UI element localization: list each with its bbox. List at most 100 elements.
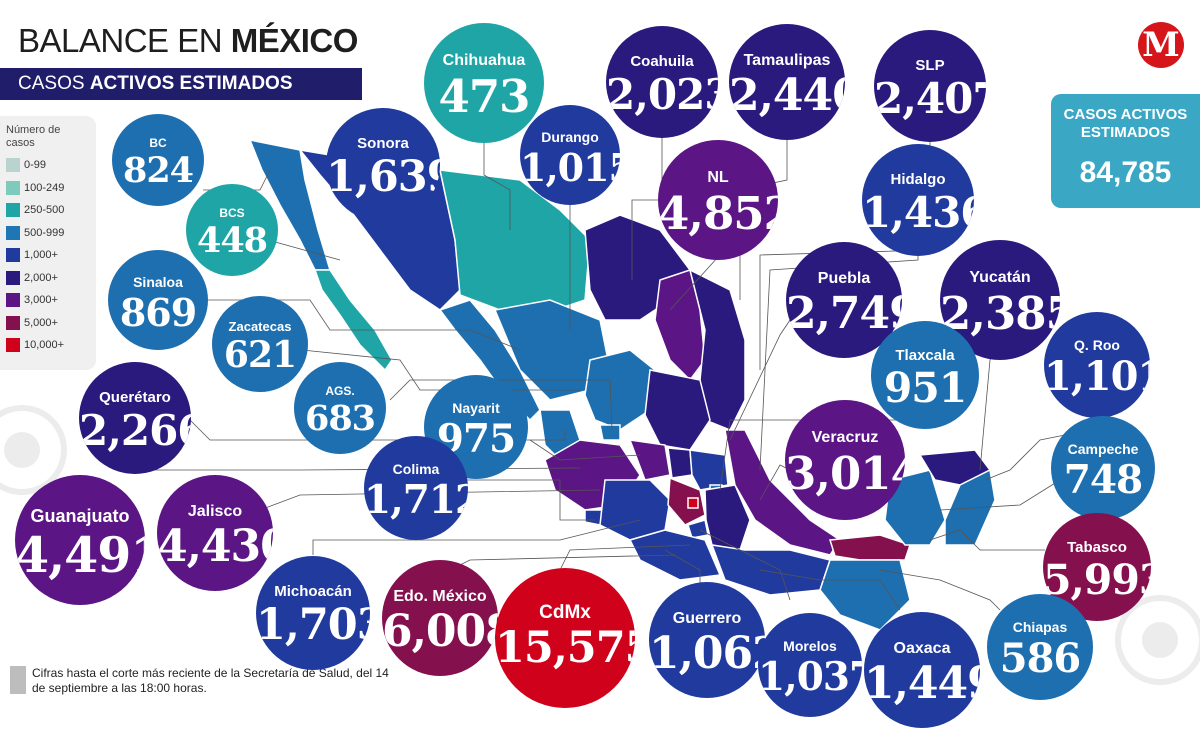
state-bubble: BC 824 [112,114,204,206]
state-name: Edo. México [393,588,487,605]
legend-swatch [6,180,20,195]
state-value: 824 [122,150,194,191]
state-value: 448 [196,220,268,261]
legend-swatch [6,315,20,330]
legend-label: 500-999 [24,226,65,239]
legend-item: 500-999 [6,225,65,240]
page-subtitle: CASOS ACTIVOS ESTIMADOS [0,68,362,100]
state-name: Nayarit [452,400,500,416]
legend-item: 100-249 [6,180,64,195]
state-value: 2,023 [606,70,718,119]
state-value: 3,014 [785,447,905,500]
legend-swatch [6,225,20,240]
legend: Número de casos 0-99 100-249 250-500 500-99… [0,116,96,370]
legend-label: 2,000+ [24,271,58,284]
legend-label: 5,000+ [24,316,58,329]
state-name: Colima [392,461,440,477]
state-value: 1,015 [520,145,620,190]
state-bubble: Chihuahua 473 [424,23,544,143]
state-name: Chiapas [1012,619,1068,635]
state-name: NL [707,169,729,186]
legend-item: 3,000+ [6,293,58,307]
state-value: 1,101 [1044,353,1150,400]
state-name: Tabasco [1067,539,1127,556]
state-value: 2,385 [940,287,1060,340]
state-value: 6,008 [382,606,498,657]
state-bubble: Zacatecas 621 [212,296,308,392]
state-shape-zacatecas [584,349,656,431]
title-normal: BALANCE EN [18,22,223,59]
legend-label: 10,000+ [24,339,65,351]
state-bubble: Campeche 748 [1051,416,1155,520]
total-value: 84,785 [1079,156,1172,189]
state-shape-hidalgo [689,449,729,491]
state-name: Tamaulipas [743,52,831,69]
state-name: Veracruz [811,429,879,446]
state-shape-bcs [313,269,393,372]
legend-swatch [6,203,20,217]
state-name: Guerrero [672,610,742,627]
state-name: Zacatecas [228,319,292,334]
state-bubble: AGS. 683 [294,362,386,454]
legend-label: 1,000+ [24,249,58,261]
legend-item: 2,000+ [6,270,58,285]
state-name: Campeche [1067,441,1139,457]
state-value: 15,575 [495,623,635,673]
state-value: 473 [438,70,531,123]
footnote: Cifras hasta el corte más reciente de la… [32,666,389,695]
state-value: 4,491 [15,526,145,584]
state-bubble: BCS 448 [186,184,278,276]
state-name: Chihuahua [442,52,526,69]
state-shape-ags [599,424,621,441]
state-name: Oaxaca [893,640,951,657]
state-value: 2,440 [729,70,845,121]
state-name: Jalisco [187,503,243,520]
state-bubble: Chiapas 586 [987,594,1093,700]
state-bubble: Sinaloa 869 [108,250,208,350]
legend-item: 1,000+ [6,248,58,262]
state-value: 4,430 [157,521,273,572]
legend-title: Número de casos [6,124,61,149]
virus-watermark-icon [0,405,1200,685]
state-value: 586 [999,635,1082,682]
state-name: Durango [541,129,599,145]
legend-item: 10,000+ [6,338,64,352]
state-value: 1,037 [758,654,862,700]
state-name: CdMx [539,602,591,623]
legend-item: 250-500 [6,203,64,217]
state-name: Puebla [817,270,871,287]
state-value: 1,449 [864,658,980,709]
state-value: 621 [223,334,297,376]
legend-swatch [6,293,20,307]
state-name: Hidalgo [890,171,946,188]
state-name: Coahuila [630,53,694,70]
state-value: 683 [304,398,376,439]
state-name: SLP [915,57,945,74]
state-shape-tabasco [829,534,911,561]
state-name: BC [149,136,167,150]
legend-item: 5,000+ [6,315,58,330]
state-value: 2,407 [874,74,986,123]
state-value: 1,712 [364,477,468,523]
legend-item: 0-99 [6,158,46,172]
state-name: Q. Roo [1074,337,1120,353]
state-name: Querétaro [99,389,171,406]
state-value: 1,703 [256,600,370,650]
state-value: 2,266 [79,406,191,455]
